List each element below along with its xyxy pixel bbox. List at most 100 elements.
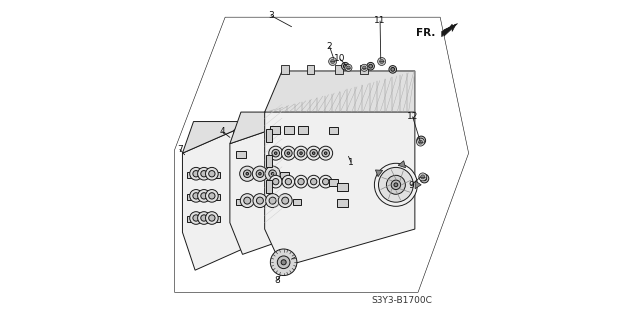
Bar xyxy=(266,155,272,167)
Polygon shape xyxy=(415,181,421,189)
Circle shape xyxy=(417,136,426,145)
Circle shape xyxy=(378,167,413,202)
Circle shape xyxy=(319,146,333,160)
Circle shape xyxy=(389,66,397,73)
Polygon shape xyxy=(442,24,456,37)
Circle shape xyxy=(323,178,329,185)
Polygon shape xyxy=(282,65,289,74)
Polygon shape xyxy=(307,65,314,74)
Circle shape xyxy=(287,152,290,154)
Circle shape xyxy=(417,138,424,146)
Text: 9: 9 xyxy=(408,181,414,190)
Circle shape xyxy=(297,149,305,157)
Circle shape xyxy=(205,212,218,224)
Circle shape xyxy=(209,215,215,221)
Circle shape xyxy=(422,176,427,181)
Circle shape xyxy=(322,149,330,157)
Bar xyxy=(284,126,294,134)
Circle shape xyxy=(285,149,292,157)
Circle shape xyxy=(310,178,317,185)
Text: S3Y3-B1700C: S3Y3-B1700C xyxy=(372,296,433,305)
Circle shape xyxy=(285,178,292,185)
Polygon shape xyxy=(444,24,458,36)
Circle shape xyxy=(193,215,199,221)
Text: 3: 3 xyxy=(268,11,274,20)
Text: 4: 4 xyxy=(220,127,225,136)
Circle shape xyxy=(281,260,286,265)
Circle shape xyxy=(420,175,425,179)
Bar xyxy=(266,180,272,193)
Circle shape xyxy=(189,167,202,180)
Circle shape xyxy=(201,193,207,199)
Circle shape xyxy=(345,64,352,71)
Polygon shape xyxy=(335,65,343,74)
Circle shape xyxy=(312,152,315,154)
Circle shape xyxy=(282,197,289,204)
Circle shape xyxy=(344,64,347,68)
Polygon shape xyxy=(376,170,383,177)
Circle shape xyxy=(272,149,280,157)
Circle shape xyxy=(259,173,261,175)
Polygon shape xyxy=(265,74,415,267)
Circle shape xyxy=(269,170,276,178)
Circle shape xyxy=(265,166,280,181)
Text: 8: 8 xyxy=(275,276,280,285)
Circle shape xyxy=(294,175,307,188)
Circle shape xyxy=(266,194,280,208)
Circle shape xyxy=(253,194,267,208)
Circle shape xyxy=(347,66,350,70)
Text: 2: 2 xyxy=(326,42,332,51)
Circle shape xyxy=(269,175,282,188)
Circle shape xyxy=(282,146,295,160)
Circle shape xyxy=(273,178,279,185)
Circle shape xyxy=(298,178,304,185)
Circle shape xyxy=(294,146,308,160)
Circle shape xyxy=(193,193,199,199)
Bar xyxy=(280,172,289,178)
Bar xyxy=(330,127,339,134)
Circle shape xyxy=(419,140,422,144)
Circle shape xyxy=(329,57,337,65)
Circle shape xyxy=(198,167,211,180)
Circle shape xyxy=(319,175,332,188)
Circle shape xyxy=(369,64,372,68)
Circle shape xyxy=(362,66,366,70)
Polygon shape xyxy=(230,112,306,144)
Circle shape xyxy=(256,170,264,178)
Bar xyxy=(266,130,272,142)
Circle shape xyxy=(205,167,218,180)
Circle shape xyxy=(269,146,283,160)
Circle shape xyxy=(269,197,276,204)
Bar xyxy=(236,199,244,205)
Circle shape xyxy=(419,173,427,181)
Circle shape xyxy=(205,189,218,202)
Circle shape xyxy=(243,170,251,178)
Bar xyxy=(236,151,246,158)
Bar xyxy=(212,172,220,178)
Circle shape xyxy=(240,194,254,208)
Polygon shape xyxy=(265,71,415,112)
Text: 10: 10 xyxy=(334,55,346,63)
Circle shape xyxy=(193,171,199,177)
Circle shape xyxy=(342,63,349,70)
Text: 7: 7 xyxy=(177,145,183,154)
Circle shape xyxy=(324,152,327,154)
Circle shape xyxy=(374,163,417,206)
Circle shape xyxy=(209,171,215,177)
Bar xyxy=(212,194,220,200)
Circle shape xyxy=(244,197,251,204)
Circle shape xyxy=(209,193,215,199)
Polygon shape xyxy=(230,122,306,254)
Text: FR.: FR. xyxy=(416,28,435,38)
Circle shape xyxy=(361,64,368,71)
Circle shape xyxy=(282,175,294,188)
Circle shape xyxy=(387,175,405,194)
Circle shape xyxy=(300,152,302,154)
Circle shape xyxy=(307,175,320,188)
Circle shape xyxy=(310,149,317,157)
Bar xyxy=(293,199,301,205)
Circle shape xyxy=(277,256,290,269)
Text: 1: 1 xyxy=(348,158,354,167)
Circle shape xyxy=(278,194,292,208)
Bar xyxy=(187,216,195,222)
